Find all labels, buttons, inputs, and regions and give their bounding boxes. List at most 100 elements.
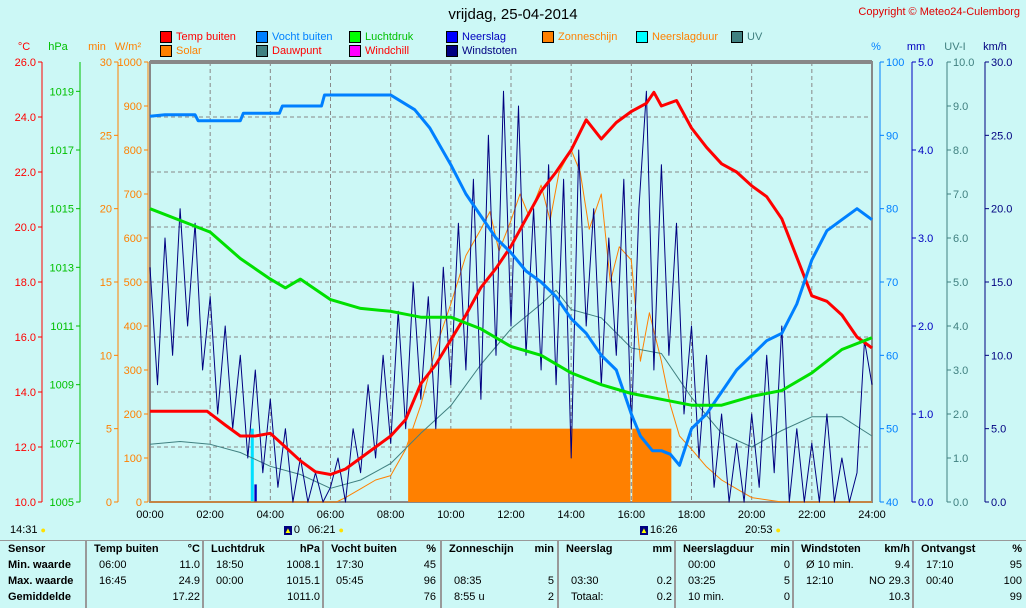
legend-item: Windstoten [446,45,517,57]
table-column-divider [557,540,559,608]
table-cell: Ø 10 min. [806,559,854,571]
x-tick-label: 16:00 [618,509,646,521]
axis-tick-label-solar: 200 [124,409,142,421]
table-cell: Temp buiten [94,543,159,555]
legend-item: Neerslagduur [636,31,718,43]
axis-unit-uv: UV-I [944,41,965,53]
axis-tick-label-rain: 2.0 [918,321,933,333]
axis-tick-label-temp: 10.0 [15,497,36,509]
marker-time: 14:31 [10,524,38,536]
axis-tick-label-temp: 16.0 [15,332,36,344]
x-tick-label: 06:00 [317,509,345,521]
table-cell: 1015.1 [286,575,320,587]
table-cell: 11.0 [179,559,200,571]
legend-swatch [160,31,172,43]
marker: 20:53 ● [745,524,781,536]
table-cell: 12:10 [806,575,834,587]
table-cell: 2 [547,591,554,603]
table-column-divider [792,540,794,608]
axis-tick-label-solar: 300 [124,365,142,377]
legend-item: Windchill [349,45,409,57]
axis-unit-solar: W/m² [115,41,142,53]
x-tick-label: 14:00 [557,509,585,521]
copyright: Copyright © Meteo24-Culemborg [858,6,1020,18]
chart: °C 10.0 12.0 14.0 16.0 18.0 20.0 22.0 24.0 26.0 hP… [15,41,1013,521]
table-cell: 1008.1 [286,559,320,571]
series-line-temp-buiten [150,90,873,476]
table-cell: Windstoten [801,543,861,555]
axis-tick-label-solar: 600 [124,233,142,245]
series-line-luchtdruk [149,207,873,407]
table-cell: Zonneschijn [449,543,514,555]
legend-label: Solar [176,45,202,57]
axis-tick-label-pressure: 1015 [50,204,74,216]
axis-unit-wind: km/h [983,41,1007,53]
table-cell: 03:30 [571,575,599,587]
bar-zonneschijn [408,428,631,502]
table-cell: 06:00 [99,559,127,571]
legend-label: Dauwpunt [272,45,322,57]
axis-tick-label-humidity: 80 [886,204,898,216]
axis-tick-label-temp: 24.0 [15,112,36,124]
axis-tick-label-solar: 900 [124,101,142,113]
legend-label: Windstoten [462,45,518,57]
axis-tick-label-temp: 22.0 [15,167,36,179]
table-column-divider [674,540,676,608]
table-cell: km/h [884,543,910,555]
legend-label: Neerslagduur [652,31,719,43]
axis-tick-label-solar: 400 [124,321,142,333]
axis-tick-label-minutes: 5 [106,424,112,436]
marker: 06:21 ● [308,524,344,536]
x-tick-label: 08:00 [377,509,405,521]
sunset-icon: ● [775,525,781,535]
table-cell: Vocht buiten [331,543,397,555]
table-column-divider [85,540,87,608]
axis-tick-label-rain: 1.0 [918,409,933,421]
table-cell: 9.4 [894,559,910,571]
table-column-divider [912,540,914,608]
table-cell: % [1012,543,1022,555]
axis-tick-label-uv: 2.0 [953,409,968,421]
axis-tick-label-minutes: 10 [100,350,112,362]
bar-zonneschijn [632,428,672,502]
table-cell: Luchtdruk [211,543,265,555]
table-cell: Max. waarde [8,575,74,587]
table-cell: Gemiddelde [8,591,71,603]
legend-item: Solar [160,45,202,57]
axis-tick-label-solar: 700 [124,189,142,201]
table-cell: 0 [783,591,790,603]
axis-tick-label-uv: 10.0 [953,57,974,69]
table-cell: 05:45 [336,575,364,587]
x-tick-label: 02:00 [196,509,224,521]
table-cell: 99 [1009,591,1022,603]
axis-tick-label-uv: 7.0 [953,189,968,201]
table-cell: 17:30 [336,559,364,571]
x-tick-label: 18:00 [678,509,706,521]
axis-tick-label-humidity: 90 [886,130,898,142]
axis-tick-label-rain: 3.0 [918,233,933,245]
table-cell: 03:25 [688,575,716,587]
table-cell: Ontvangst [921,543,976,555]
axis-tick-label-solar: 0 [136,497,142,509]
axis-tick-label-solar: 100 [124,453,142,465]
axis-tick-label-temp: 26.0 [15,57,36,69]
axis-unit-rain: mm [907,41,925,53]
axis-tick-label-rain: 4.0 [918,145,933,157]
table-cell: °C [187,543,200,555]
table-cell: hPa [299,543,320,555]
axis-tick-label-humidity: 60 [886,350,898,362]
moonrise-icon: ▲ [284,526,292,535]
axis-tick-label-uv: 5.0 [953,277,968,289]
axis-tick-label-pressure: 1017 [50,145,74,157]
table-cell: 17:10 [926,559,954,571]
legend-swatch [160,45,172,57]
axis-tick-label-temp: 12.0 [15,442,36,454]
axis-tick-label-wind: 30.0 [991,57,1012,69]
axis-tick-label-wind: 20.0 [991,204,1012,216]
axis-tick-label-pressure: 1009 [50,380,74,392]
table-cell: 0.2 [656,591,672,603]
table-cell: 00:00 [688,559,716,571]
axis-tick-label-wind: 10.0 [991,350,1012,362]
legend-label: Zonneschijn [558,31,618,43]
